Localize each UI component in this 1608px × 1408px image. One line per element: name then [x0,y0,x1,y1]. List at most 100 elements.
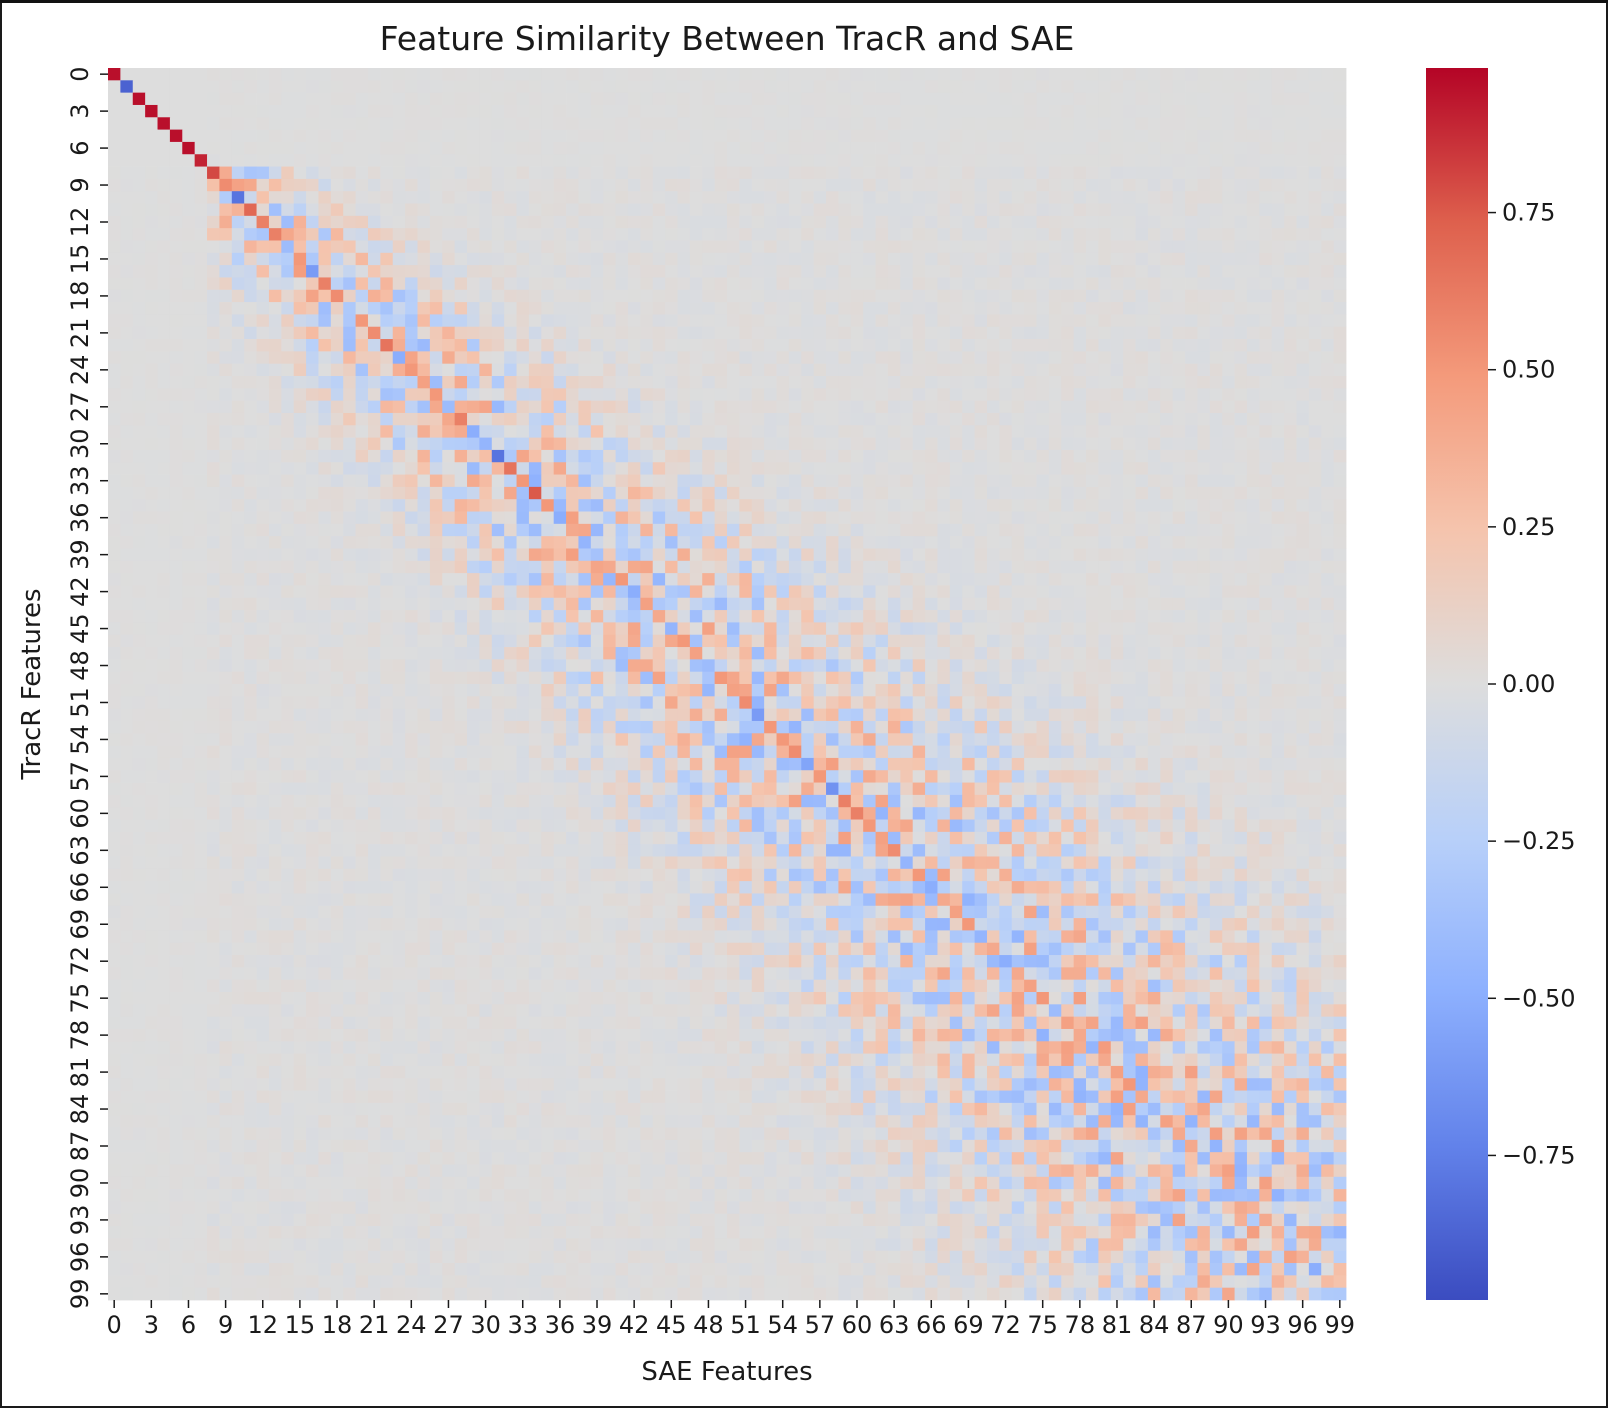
heatmap-cell [1135,265,1149,278]
heatmap-cell [207,314,220,328]
heatmap-cell [392,289,406,303]
heatmap-cell [962,203,975,217]
heatmap-cell [380,597,394,611]
heatmap-cell [751,548,765,562]
heatmap-cell [541,339,555,352]
heatmap-cell [751,252,765,266]
heatmap-cell [231,326,245,340]
heatmap-cell [132,141,146,155]
heatmap-cell [1110,548,1124,562]
heatmap-cell [516,228,530,241]
heatmap-cell [714,277,728,291]
heatmap-cell [627,178,641,192]
heatmap-cell [615,92,629,106]
heatmap-cell [120,560,134,574]
heatmap-cell [1234,363,1248,377]
heatmap-cell [219,166,233,180]
heatmap-cell [887,326,901,340]
heatmap-cell [949,154,963,167]
heatmap-cell [875,339,889,352]
heatmap-cell [1234,68,1248,81]
heatmap-cell [1259,425,1273,438]
heatmap-cell [949,622,963,636]
heatmap-cell [207,462,220,475]
heatmap-cell [739,573,753,586]
heatmap-cell [1197,437,1211,451]
heatmap-cell [714,376,728,389]
heatmap-cell [739,425,753,438]
heatmap-cell [343,499,356,512]
heatmap-cell [826,376,839,389]
heatmap-cell [912,363,926,377]
heatmap-cell [875,499,889,512]
heatmap-cell [603,215,616,229]
heatmap-cell [355,117,369,130]
heatmap-cell [108,339,121,352]
heatmap-cell [566,277,579,291]
heatmap-cell [677,597,691,611]
heatmap-cell [603,449,616,463]
heatmap-cell [132,388,146,402]
heatmap-cell [603,265,616,278]
heatmap-cell [207,647,220,660]
heatmap-cell [1222,523,1235,537]
heatmap-cell [665,425,678,438]
heatmap-cell [528,104,542,118]
heatmap-cell [1098,412,1112,426]
heatmap-cell [491,536,505,549]
heatmap-cell [1284,68,1297,81]
heatmap-cell [863,622,876,636]
heatmap-cell [1011,486,1025,500]
heatmap-cell [318,585,332,599]
heatmap-cell [1333,80,1347,94]
heatmap-cell [999,178,1013,192]
heatmap-cell [850,68,864,81]
heatmap-cell [1011,437,1025,451]
heatmap-cell [1209,154,1223,167]
heatmap-cell [689,302,703,315]
heatmap-cell [949,351,963,365]
heatmap-cell [194,449,208,463]
heatmap-cell [454,154,468,167]
heatmap-cell [689,228,703,241]
heatmap-cell [751,215,765,229]
heatmap-cell [912,215,926,229]
heatmap-cell [850,80,864,94]
heatmap-cell [491,634,505,648]
heatmap-cell [900,622,914,636]
heatmap-cell [925,339,938,352]
heatmap-cell [553,511,567,525]
heatmap-cell [120,511,134,525]
heatmap-cell [937,141,951,155]
heatmap-cell [813,560,827,574]
heatmap-cell [615,597,629,611]
heatmap-cell [367,326,381,340]
heatmap-cell [776,474,790,488]
heatmap-cell [306,339,319,352]
heatmap-cell [838,314,852,328]
heatmap-cell [1333,536,1347,549]
heatmap-cell [1172,462,1186,475]
heatmap-cell [1036,302,1050,315]
heatmap-cell [1321,117,1335,130]
heatmap-cell [541,437,555,451]
heatmap-cell [132,104,146,118]
heatmap-cell [764,154,777,167]
heatmap-cell [1259,499,1273,512]
heatmap-cell [231,166,245,180]
heatmap-cell [776,560,790,574]
heatmap-cell [1271,548,1285,562]
heatmap-cell [627,634,641,648]
heatmap-cell [479,117,493,130]
heatmap-cell [194,265,208,278]
heatmap-cell [863,560,876,574]
heatmap-cell [1024,597,1037,611]
heatmap-cell [1061,585,1075,599]
heatmap-cell [355,104,369,118]
heatmap-cell [751,412,765,426]
heatmap-cell [182,314,196,328]
heatmap-cell [516,277,530,291]
heatmap-cell [999,449,1013,463]
heatmap-cell [1271,573,1285,586]
heatmap-cell [244,536,257,549]
